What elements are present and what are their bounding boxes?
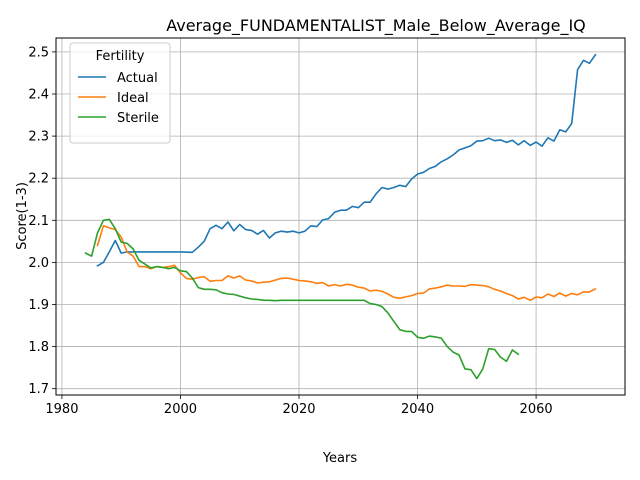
y-axis-label: Score(1-3) — [15, 182, 30, 250]
y-tick-label: 2.2 — [28, 172, 49, 187]
x-axis-label: Years — [322, 451, 358, 466]
legend-box — [69, 42, 171, 144]
chart-title: Average_FUNDAMENTALIST_Male_Below_Averag… — [166, 16, 586, 36]
x-tick-label: 1980 — [45, 402, 78, 417]
legend-label-sterile: Sterile — [117, 111, 159, 126]
legend-label-actual: Actual — [117, 71, 158, 86]
series-line-ideal — [96, 225, 597, 302]
plot-area-frame — [55, 37, 626, 396]
y-tick-label: 2.3 — [28, 130, 49, 145]
legend-title: Fertility — [96, 49, 145, 64]
legend: Fertility Actual Ideal Sterile — [69, 42, 171, 144]
y-tick-label: 2.5 — [28, 45, 49, 60]
gridlines — [56, 38, 625, 395]
x-tick-label: 2020 — [282, 402, 315, 417]
y-tick-label: 1.9 — [28, 298, 49, 313]
series-line-sterile — [84, 218, 520, 380]
y-tick-label: 2.1 — [28, 214, 49, 229]
y-tick-label: 2.4 — [28, 87, 49, 102]
legend-label-ideal: Ideal — [117, 91, 149, 106]
x-tick-label: 2000 — [164, 402, 197, 417]
y-tick-label: 1.8 — [28, 340, 49, 355]
series-lines — [84, 53, 597, 380]
y-tick-label: 1.7 — [28, 382, 49, 397]
x-tick-label: 2060 — [520, 402, 553, 417]
x-tick-label: 2040 — [401, 402, 434, 417]
axis-ticks: 1980 2000 2020 2040 2060 1.7 1.8 1.9 2.0 2.1 2.2 2.… — [28, 45, 552, 417]
y-tick-label: 2.0 — [28, 256, 49, 271]
series-line-actual — [96, 53, 597, 267]
